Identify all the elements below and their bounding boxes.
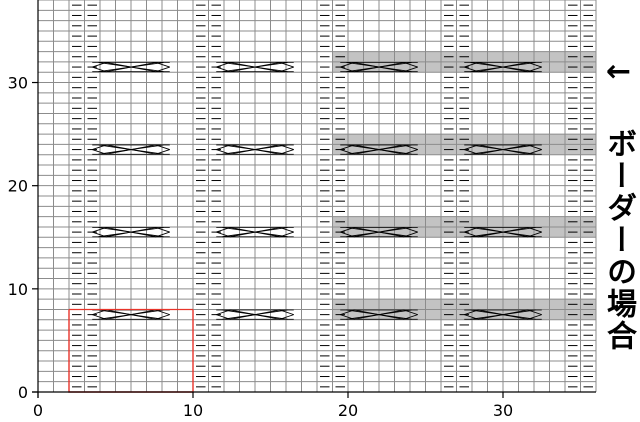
border-annotation: ← ボーダーの場合 xyxy=(601,54,636,352)
y-tick-label: 30 xyxy=(8,74,28,93)
cable-cross xyxy=(340,226,418,238)
cable-cross xyxy=(92,61,170,73)
cable-cross xyxy=(464,309,542,320)
cable-cross xyxy=(216,61,294,73)
cable-cross xyxy=(340,309,418,320)
cable-stroke xyxy=(346,309,412,320)
cable-stroke xyxy=(470,227,536,238)
grid-lines xyxy=(37,0,597,393)
cable-cross xyxy=(216,226,294,238)
x-tick-label: 10 xyxy=(183,401,203,420)
x-tick-label: 20 xyxy=(338,401,358,420)
cable-cross xyxy=(216,144,294,155)
y-tick-label: 0 xyxy=(18,383,28,402)
cable-stroke xyxy=(222,144,288,155)
cable-stroke xyxy=(470,309,536,320)
cable-cross xyxy=(464,226,542,238)
cable-cross xyxy=(464,144,542,155)
cable-cross xyxy=(340,144,418,155)
axes: 0 10 20 30 0 10 20 30 xyxy=(8,0,596,420)
cable-stroke xyxy=(98,309,164,320)
cable-stroke xyxy=(98,227,164,238)
y-tick-label: 10 xyxy=(8,280,28,299)
cable-stroke xyxy=(98,144,164,155)
x-tick-label: 0 xyxy=(33,401,43,420)
purl-marks xyxy=(72,4,593,388)
cable-stroke xyxy=(98,61,164,73)
cable-stroke xyxy=(470,61,536,73)
cable-cross xyxy=(464,61,542,73)
cable-stroke xyxy=(222,309,288,320)
y-tick-label: 20 xyxy=(8,177,28,196)
cable-stroke xyxy=(222,61,288,73)
cable-cross xyxy=(92,226,170,238)
cable-cross xyxy=(340,61,418,73)
cable-cross xyxy=(92,144,170,155)
cable-stroke xyxy=(346,61,412,73)
x-tick-label: 30 xyxy=(493,401,513,420)
cable-cross xyxy=(216,309,294,320)
cable-stroke xyxy=(222,227,288,238)
cable-crossings xyxy=(92,61,542,320)
cable-stroke xyxy=(346,227,412,238)
cable-stroke xyxy=(470,144,536,155)
cable-stroke xyxy=(346,144,412,155)
